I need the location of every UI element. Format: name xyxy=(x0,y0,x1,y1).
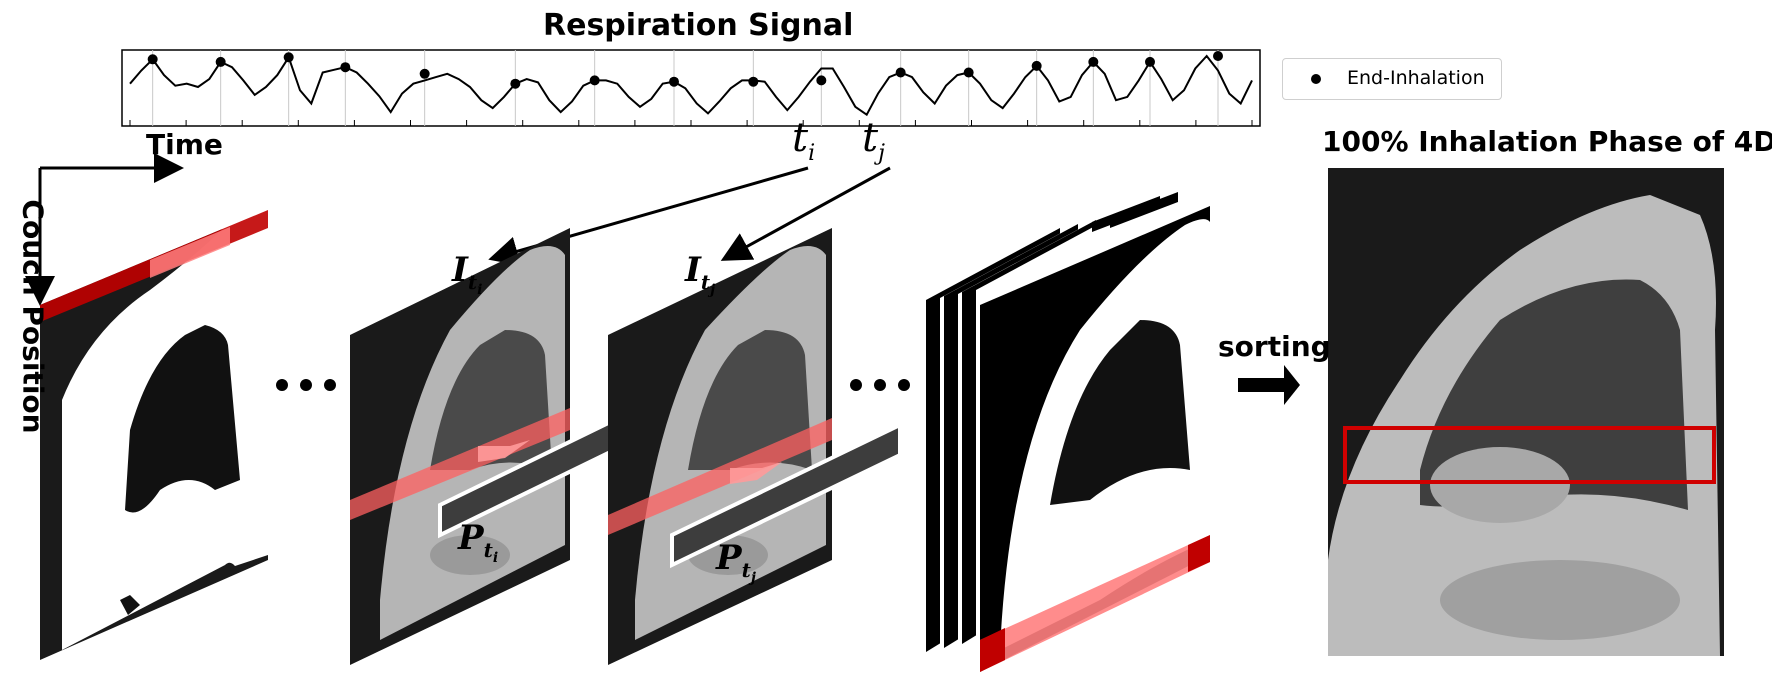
end-inhalation-point xyxy=(1031,60,1042,71)
sorting-arrow xyxy=(1238,365,1300,405)
end-inhalation-point xyxy=(419,68,430,79)
P-tj-label: Ptj xyxy=(716,538,756,586)
slice-1-pink-band xyxy=(150,227,230,278)
sorted-stack xyxy=(926,192,1210,672)
sorting-label: sorting xyxy=(1218,330,1331,363)
end-inhalation-point xyxy=(748,76,759,87)
slice-ti-organ xyxy=(430,535,510,575)
tj-arrow xyxy=(720,166,891,261)
respiration-line xyxy=(129,54,1253,117)
slice-tj-lung xyxy=(688,330,812,470)
end-inhalation-point xyxy=(669,76,679,87)
slice-ti-red-band xyxy=(350,408,570,520)
end-inhalation-point xyxy=(1213,50,1223,61)
couch-position-label: Couch Position xyxy=(16,199,50,434)
t-i-label: ti xyxy=(792,115,816,166)
plot-title: Respiration Signal xyxy=(543,8,854,43)
ellipsis-1 xyxy=(276,379,336,391)
end-inhalation-point xyxy=(895,67,906,78)
end-inhalation-point xyxy=(283,52,294,63)
result-image xyxy=(1328,168,1724,656)
slice-I-ti xyxy=(350,228,678,665)
slice-1-lung xyxy=(125,325,240,513)
legend-label: End-Inhalation xyxy=(1347,67,1485,89)
plot-frame xyxy=(121,49,1261,127)
end-inhalation-point xyxy=(816,75,827,86)
legend-marker xyxy=(1311,74,1321,84)
P-ti-label: Pti xyxy=(458,518,499,566)
respiration-plot xyxy=(121,49,1261,127)
slice-I-tj xyxy=(608,228,902,665)
end-inhalation-point xyxy=(963,67,974,78)
end-inhalation-point xyxy=(510,78,521,89)
end-inhalation-point xyxy=(1145,56,1155,67)
I-tj-label: Itj xyxy=(685,250,716,298)
end-inhalation-points xyxy=(147,50,1223,89)
ellipsis-2 xyxy=(850,379,910,391)
legend: End-Inhalation xyxy=(1282,58,1502,100)
end-inhalation-point xyxy=(1088,56,1099,67)
result-organ xyxy=(1430,447,1570,523)
slice-tj-pink-arrow xyxy=(730,462,782,484)
result-title: 100% Inhalation Phase of 4DCT xyxy=(1322,125,1772,158)
I-ti-label: Iti xyxy=(452,250,483,298)
end-inhalation-point xyxy=(340,62,351,73)
stack-front-lung xyxy=(1050,320,1190,505)
stack-pink-band xyxy=(980,535,1210,672)
end-inhalation-point xyxy=(147,54,158,65)
t-j-label: tj xyxy=(862,115,885,166)
plot-ticks xyxy=(129,120,1253,126)
end-inhalation-point xyxy=(589,75,600,86)
axes-arrows xyxy=(25,153,184,306)
slice-tj-red-band xyxy=(608,418,832,535)
slice-1-spot xyxy=(120,595,140,615)
result-red-box xyxy=(1343,426,1716,484)
end-inhalation-point xyxy=(215,56,226,67)
slice-ti-pink-arrow xyxy=(478,440,530,462)
patch-P-tj xyxy=(670,421,902,569)
slice-1 xyxy=(40,210,268,660)
time-label: Time xyxy=(146,128,223,161)
